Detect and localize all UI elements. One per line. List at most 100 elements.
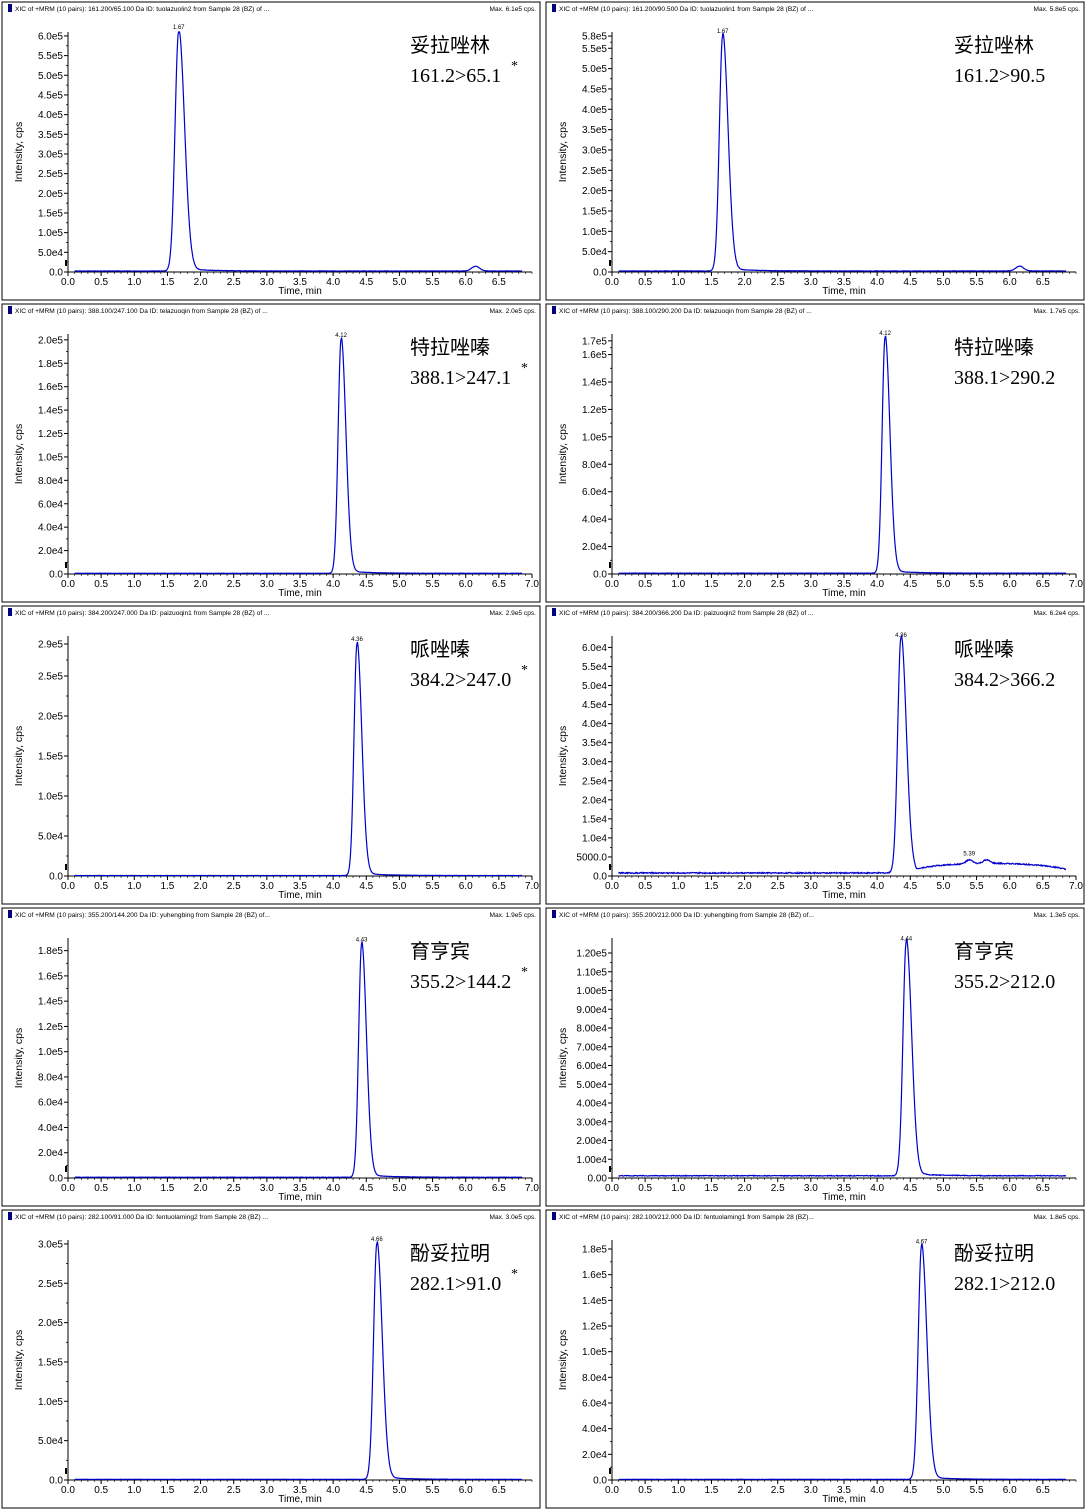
x-tick-label: 6.5 (1036, 277, 1050, 288)
x-tick-label: 6.5 (1036, 579, 1050, 590)
y-tick-label: 1.6e5 (38, 971, 63, 982)
chromatogram-trace (618, 938, 1067, 1178)
x-tick-label: 6.0 (1003, 1485, 1017, 1496)
chromatogram-trace (618, 633, 1067, 875)
chromatogram-panel: XIC of +MRM (10 pairs): 384.200/366.200 … (545, 605, 1085, 905)
x-tick-label: 3.0 (804, 579, 818, 590)
x-tick-label: 4.5 (903, 1485, 917, 1496)
x-tick-label: 0.0 (605, 277, 619, 288)
x-tick-label: 4.0 (870, 277, 884, 288)
panel-header: XIC of +MRM (10 pairs): 384.200/247.000 … (15, 610, 270, 617)
axis-marker (609, 260, 611, 266)
x-tick-label: 3.5 (293, 277, 307, 288)
y-tick-label: 8.00e4 (576, 1024, 607, 1035)
x-tick-label: 6.5 (492, 881, 506, 892)
x-tick-label: 5.5 (970, 1183, 984, 1194)
panel-header: XIC of +MRM (10 pairs): 161.200/65.100 D… (15, 6, 269, 13)
x-tick-label: 2.0 (194, 579, 208, 590)
x-tick-label: 5.5 (970, 881, 984, 892)
y-tick-label: 1.20e5 (576, 949, 607, 960)
y-tick-label: 4.5e4 (582, 700, 607, 711)
y-tick-label: 7.00e4 (576, 1042, 607, 1053)
compound-name: 特拉唑嗪 (954, 335, 1034, 359)
x-tick-label: 6.0 (1003, 579, 1017, 590)
y-tick-label: 4.5e5 (582, 84, 607, 95)
x-tick-label: 4.0 (870, 1183, 884, 1194)
x-tick-label: 2.5 (227, 1183, 241, 1194)
axis-marker (65, 260, 67, 266)
y-tick-label: 0.0 (49, 268, 63, 279)
panel-frame (1, 605, 541, 905)
x-tick-label: 5.5 (970, 579, 984, 590)
y-axis-label: Intensity, cps (557, 1028, 569, 1089)
y-tick-label: 3.0e4 (582, 757, 607, 768)
x-tick-label: 3.5 (293, 1183, 307, 1194)
y-axis-label: Intensity, cps (557, 726, 569, 787)
panel-frame (545, 605, 1085, 905)
y-tick-label: 1.0e5 (38, 1397, 63, 1408)
x-tick-label: 1.5 (704, 1183, 718, 1194)
compound-name: 酚妥拉明 (410, 1241, 490, 1265)
x-tick-label: 6.0 (1003, 277, 1017, 288)
y-tick-label: 5000.0 (576, 852, 607, 863)
x-tick-label: 4.0 (326, 1485, 340, 1496)
x-tick-label: 3.0 (260, 881, 274, 892)
y-tick-label: 1.0e5 (582, 1347, 607, 1358)
x-tick-label: 5.5 (426, 881, 440, 892)
header-marker (552, 4, 556, 12)
x-tick-label: 2.0 (194, 881, 208, 892)
y-tick-label: 2.5e4 (582, 776, 607, 787)
x-tick-label: 2.0 (194, 1485, 208, 1496)
mrm-transition: 161.2>65.1 (410, 65, 501, 87)
axis-marker (609, 562, 611, 568)
x-tick-label: 0.0 (605, 1485, 619, 1496)
quantifier-asterisk: * (521, 965, 528, 980)
y-tick-label: 2.9e5 (38, 640, 63, 651)
x-tick-label: 5.0 (936, 881, 950, 892)
x-tick-label: 5.0 (392, 579, 406, 590)
x-tick-label: 4.5 (359, 277, 373, 288)
y-tick-label: 2.00e4 (576, 1136, 607, 1147)
x-tick-label: 4.5 (903, 1183, 917, 1194)
y-tick-label: 1.6e5 (582, 350, 607, 361)
header-marker (8, 4, 12, 12)
peak-rt-label: 4.43 (356, 937, 368, 943)
x-tick-label: 3.0 (260, 1485, 274, 1496)
x-tick-label: 6.5 (1036, 1485, 1050, 1496)
max-intensity-label: Max. 1.3e5 cps. (1033, 912, 1080, 919)
peak-rt-label: 4.67 (916, 1239, 928, 1245)
y-tick-label: 1.4e5 (38, 406, 63, 417)
compound-name: 酚妥拉明 (954, 1241, 1034, 1265)
y-tick-label: 2.0e5 (38, 189, 63, 200)
y-tick-label: 1.5e5 (38, 752, 63, 763)
x-tick-label: 1.0 (671, 1183, 685, 1194)
y-tick-label: 4.0e5 (582, 105, 607, 116)
panel-frame (545, 303, 1085, 603)
x-tick-label: 5.0 (392, 277, 406, 288)
y-axis-label: Intensity, cps (13, 726, 25, 787)
y-tick-label: 1.0e5 (582, 432, 607, 443)
x-tick-label: 3.0 (260, 579, 274, 590)
x-tick-label: 5.5 (970, 277, 984, 288)
y-tick-label: 1.4e5 (582, 378, 607, 389)
chromatogram-panel: XIC of +MRM (10 pairs): 388.100/290.200 … (545, 303, 1085, 603)
x-tick-label: 4.5 (903, 277, 917, 288)
x-tick-label: 2.0 (194, 1183, 208, 1194)
y-tick-label: 1.00e5 (576, 986, 607, 997)
x-tick-label: 0.5 (638, 1485, 652, 1496)
panel-header: XIC of +MRM (10 pairs): 388.100/247.100 … (15, 308, 268, 315)
chromatogram-panel: XIC of +MRM (10 pairs): 282.100/212.000 … (545, 1209, 1085, 1509)
x-tick-label: 1.5 (160, 579, 174, 590)
y-tick-label: 4.0e4 (38, 1123, 63, 1134)
x-axis-label: Time, min (822, 1192, 866, 1203)
x-tick-label: 3.5 (293, 1485, 307, 1496)
chromatogram-trace (618, 1243, 1067, 1481)
x-tick-label: 0.5 (94, 1485, 108, 1496)
y-tick-label: 4.0e4 (582, 719, 607, 730)
y-tick-label: 1.4e5 (38, 997, 63, 1008)
x-tick-label: 5.0 (392, 1485, 406, 1496)
y-tick-label: 5.0e4 (38, 832, 63, 843)
axis-marker (65, 562, 67, 568)
y-tick-label: 2.0e5 (38, 335, 63, 346)
